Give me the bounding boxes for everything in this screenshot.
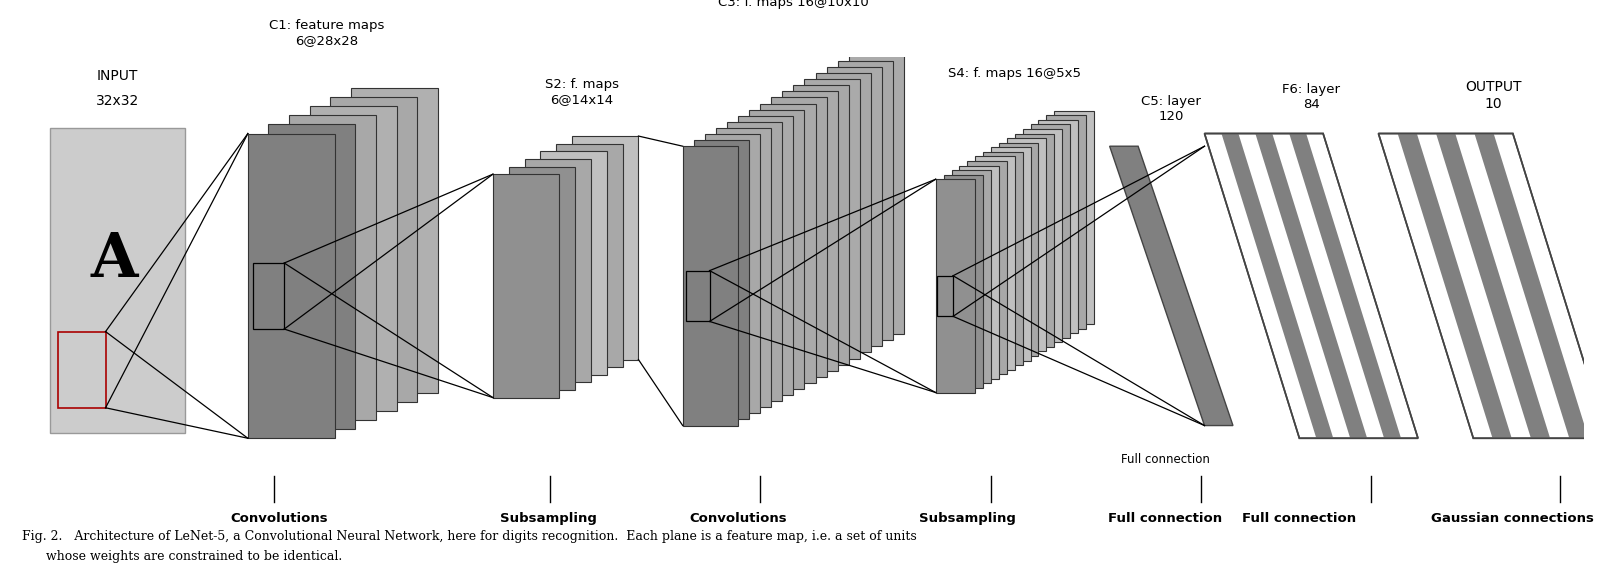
Polygon shape bbox=[1475, 133, 1588, 438]
Text: S2: f. maps
6@14x14: S2: f. maps 6@14x14 bbox=[545, 78, 619, 106]
Polygon shape bbox=[761, 103, 816, 383]
Polygon shape bbox=[572, 136, 638, 360]
Text: Convolutions: Convolutions bbox=[690, 512, 787, 525]
Polygon shape bbox=[1398, 133, 1512, 438]
Text: Fig. 2.   Architecture of LeNet-5, a Convolutional Neural Network, here for digi: Fig. 2. Architecture of LeNet-5, a Convo… bbox=[21, 530, 917, 542]
Polygon shape bbox=[850, 55, 904, 334]
Polygon shape bbox=[1016, 133, 1054, 347]
Polygon shape bbox=[816, 73, 870, 352]
Text: C1: feature maps
6@28x28: C1: feature maps 6@28x28 bbox=[269, 19, 385, 47]
Text: whose weights are constrained to be identical.: whose weights are constrained to be iden… bbox=[21, 550, 342, 563]
Text: F6: layer
84: F6: layer 84 bbox=[1282, 83, 1340, 111]
Polygon shape bbox=[793, 85, 850, 365]
Bar bbox=[685, 270, 709, 321]
Polygon shape bbox=[1008, 138, 1046, 352]
Text: S4: f. maps 16@5x5: S4: f. maps 16@5x5 bbox=[948, 67, 1082, 80]
Polygon shape bbox=[1046, 115, 1086, 328]
Bar bbox=[937, 275, 953, 316]
Polygon shape bbox=[50, 128, 185, 433]
Polygon shape bbox=[556, 144, 622, 367]
Polygon shape bbox=[524, 159, 592, 382]
Text: 32x32: 32x32 bbox=[95, 94, 139, 108]
Polygon shape bbox=[991, 147, 1030, 361]
Text: OUTPUT
10: OUTPUT 10 bbox=[1465, 81, 1522, 111]
Polygon shape bbox=[1378, 133, 1607, 438]
Polygon shape bbox=[727, 122, 782, 401]
Polygon shape bbox=[1290, 133, 1401, 438]
Polygon shape bbox=[1022, 129, 1062, 343]
Polygon shape bbox=[827, 67, 882, 346]
Polygon shape bbox=[493, 174, 559, 398]
Polygon shape bbox=[248, 133, 335, 438]
Polygon shape bbox=[330, 97, 418, 402]
Polygon shape bbox=[959, 165, 999, 379]
Polygon shape bbox=[289, 115, 376, 420]
Polygon shape bbox=[951, 170, 991, 383]
Polygon shape bbox=[782, 91, 838, 371]
Polygon shape bbox=[935, 179, 975, 392]
Polygon shape bbox=[771, 98, 827, 377]
Text: A: A bbox=[90, 231, 139, 290]
Polygon shape bbox=[704, 134, 761, 414]
Polygon shape bbox=[1256, 133, 1367, 438]
Text: C5: layer
120: C5: layer 120 bbox=[1141, 95, 1201, 123]
Text: Subsampling: Subsampling bbox=[500, 512, 596, 525]
Text: Full connection: Full connection bbox=[1107, 512, 1222, 525]
Polygon shape bbox=[1222, 133, 1333, 438]
Polygon shape bbox=[1436, 133, 1551, 438]
Text: Convolutions: Convolutions bbox=[231, 512, 329, 525]
Polygon shape bbox=[310, 106, 397, 411]
Text: INPUT: INPUT bbox=[97, 69, 139, 83]
Polygon shape bbox=[999, 143, 1038, 356]
Polygon shape bbox=[804, 79, 859, 358]
Bar bbox=[253, 263, 284, 329]
Polygon shape bbox=[838, 61, 893, 340]
Bar bbox=[58, 332, 105, 408]
Polygon shape bbox=[716, 128, 771, 407]
Polygon shape bbox=[1109, 146, 1233, 425]
Polygon shape bbox=[1030, 124, 1070, 338]
Polygon shape bbox=[738, 116, 793, 395]
Polygon shape bbox=[975, 156, 1016, 370]
Polygon shape bbox=[693, 140, 750, 419]
Text: C3: f. maps 16@10x10: C3: f. maps 16@10x10 bbox=[717, 0, 869, 9]
Polygon shape bbox=[1054, 111, 1095, 324]
Text: Gaussian connections: Gaussian connections bbox=[1431, 512, 1594, 525]
Polygon shape bbox=[983, 152, 1022, 365]
Polygon shape bbox=[1204, 133, 1419, 438]
Text: Full connection: Full connection bbox=[1120, 453, 1209, 466]
Polygon shape bbox=[509, 166, 575, 390]
Text: Full connection: Full connection bbox=[1243, 512, 1356, 525]
Polygon shape bbox=[683, 146, 738, 425]
Text: Subsampling: Subsampling bbox=[919, 512, 1016, 525]
Polygon shape bbox=[269, 124, 355, 429]
Polygon shape bbox=[351, 88, 437, 392]
Polygon shape bbox=[943, 174, 983, 388]
Polygon shape bbox=[967, 161, 1008, 374]
Polygon shape bbox=[540, 151, 606, 375]
Polygon shape bbox=[750, 110, 804, 389]
Polygon shape bbox=[1038, 120, 1078, 333]
